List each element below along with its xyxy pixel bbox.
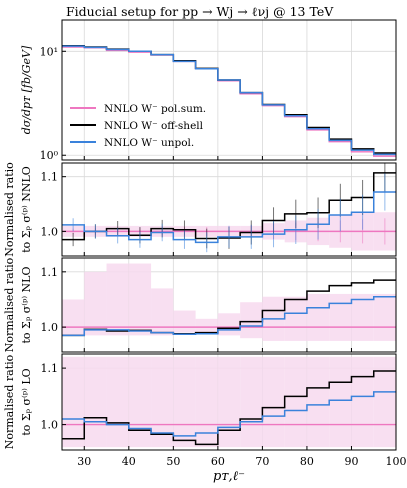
x-tick-label: 30	[77, 455, 91, 468]
uncertainty-band	[284, 356, 307, 448]
uncertainty-band	[262, 356, 285, 448]
uncertainty-band	[351, 356, 374, 448]
plot-area	[62, 354, 396, 450]
panel-frame	[61, 19, 397, 161]
plot-area	[62, 258, 396, 352]
uncertainty-band	[306, 293, 330, 341]
y-tick-label: 1.1	[41, 362, 59, 375]
x-tick-label: 90	[344, 455, 358, 468]
x-axis-label: pᴛ,ℓ⁻	[213, 469, 245, 484]
y-axis-label-line1: Normalised ratio	[3, 354, 16, 449]
y-axis-label-line2: to Σₚ σ⁽ᵖ⁾ LO	[20, 368, 33, 435]
uncertainty-band	[128, 263, 152, 336]
y-axis-label-line2: to Σₚ σ⁽ᵖ⁾ NNLO	[20, 166, 33, 253]
uncertainty-band	[62, 356, 85, 448]
y-axis-label: dσ/dpᴛ [fb/GeV]	[20, 45, 33, 134]
x-tick-label: 40	[122, 455, 136, 468]
uncertainty-band	[329, 293, 352, 341]
uncertainty-band	[62, 299, 85, 336]
uncertainty-band	[217, 313, 241, 336]
chart-title: Fiducial setup for pp → Wj → ℓνj @ 13 Te…	[66, 4, 334, 19]
series-line-unpol	[62, 45, 396, 156]
uncertainty-band	[306, 356, 330, 448]
x-tick-label: 100	[386, 455, 407, 468]
uncertainty-band	[173, 310, 196, 333]
panel-1: 1.0 1.1 Normalised ratio to Σₚ σ⁽ᵖ⁾ NNLO	[3, 162, 397, 257]
series-line-unpol	[62, 391, 396, 437]
series-line-off_shell	[62, 279, 396, 337]
uncertainty-band	[217, 356, 241, 448]
legend-entry-label: NNLO W⁻ off-shell	[104, 120, 204, 132]
uncertainty-band	[351, 293, 374, 341]
uncertainty-band	[173, 356, 196, 448]
uncertainty-band	[128, 356, 152, 448]
y-tick-label: 1.1	[41, 171, 59, 184]
y-axis-label-line1: Normalised ratio	[3, 162, 16, 257]
y-tick-label: 10⁰	[40, 149, 59, 162]
y-tick-label: 1.0	[41, 419, 59, 432]
legend: NNLO W⁻ pol.sum. NNLO W⁻ off-shell NNLO W⁻…	[70, 103, 206, 149]
uncertainty-band	[106, 263, 129, 336]
legend-entry-label: NNLO W⁻ pol.sum.	[104, 103, 206, 115]
y-tick-label: 1.1	[41, 266, 59, 279]
series-line-off_shell	[62, 370, 396, 446]
y-tick-label: 1.0	[41, 321, 59, 334]
uncertainty-band	[84, 271, 107, 336]
uncertainty-band	[151, 288, 174, 336]
y-axis-label-line1: Normalised ratio	[3, 257, 16, 352]
uncertainty-band	[195, 318, 218, 333]
series-line-unpol	[62, 295, 396, 337]
series-line-unpol	[62, 191, 396, 244]
y-tick-label: 10¹	[40, 45, 58, 58]
x-tick-label: 50	[166, 455, 180, 468]
x-tick-label: 80	[300, 455, 314, 468]
uncertainty-band	[106, 356, 129, 448]
uncertainty-band	[240, 356, 263, 448]
plot-area	[62, 163, 396, 256]
series-line-pol_sum	[62, 46, 396, 157]
uncertainty-band	[284, 296, 307, 341]
panel-3: 1.0 1.1 30 40 50 60 70 80 90 100 Normalised ratio t…	[3, 353, 407, 484]
uncertainty-band	[329, 356, 352, 448]
panel-frame	[61, 353, 397, 451]
uncertainty-band	[240, 302, 263, 339]
panel-frame	[61, 257, 397, 353]
plot-area	[62, 20, 396, 160]
panel-frame	[61, 162, 397, 257]
uncertainty-band	[84, 356, 107, 448]
uncertainty-band	[373, 293, 396, 341]
panel-2: 1.0 1.1 Normalised ratio to Σₚ σ⁽ᵖ⁾ NLO	[3, 257, 397, 353]
x-tick-label: 60	[211, 455, 225, 468]
x-tick-label: 70	[255, 455, 269, 468]
y-tick-label: 1.0	[41, 225, 59, 238]
y-axis-label-line2: to Σₚ σ⁽ᵖ⁾ NLO	[20, 267, 33, 344]
legend-entry-label: NNLO W⁻ unpol.	[104, 137, 194, 149]
